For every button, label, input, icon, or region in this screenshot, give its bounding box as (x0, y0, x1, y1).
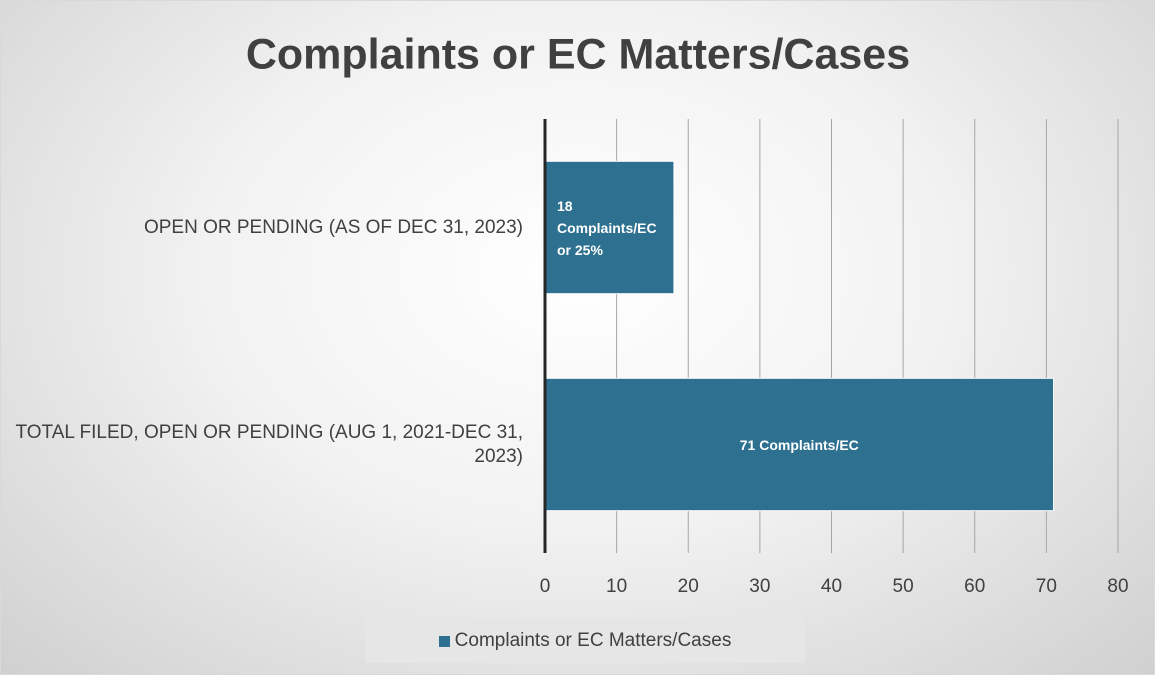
y-tick-label: TOTAL FILED, OPEN OR PENDING (AUG 1, 202… (15, 421, 523, 467)
x-tick-label: 10 (606, 576, 627, 597)
bar (544, 377, 1055, 512)
data-label: 18 Complaints/EC or 25% (557, 197, 657, 258)
data-label: 71 Complaints/EC (739, 436, 859, 453)
y-tick-label: OPEN OR PENDING (AS OF DEC 31, 2023) (143, 216, 523, 238)
legend-swatch (438, 635, 450, 647)
x-tick-label: 80 (1107, 576, 1128, 597)
chart-title: Complaints or EC Matters/Cases (246, 30, 910, 78)
legend: Complaints or EC Matters/Cases (365, 619, 805, 663)
x-tick-label: 40 (821, 576, 842, 597)
x-tick-label: 50 (893, 576, 914, 597)
x-tick-label: 0 (540, 576, 551, 597)
x-tick-label: 30 (749, 576, 770, 597)
x-tick-label: 70 (1036, 576, 1057, 597)
x-tick-label: 60 (964, 576, 985, 597)
legend-label: Complaints or EC Matters/Cases (454, 630, 732, 651)
x-tick-label: 20 (678, 576, 699, 597)
